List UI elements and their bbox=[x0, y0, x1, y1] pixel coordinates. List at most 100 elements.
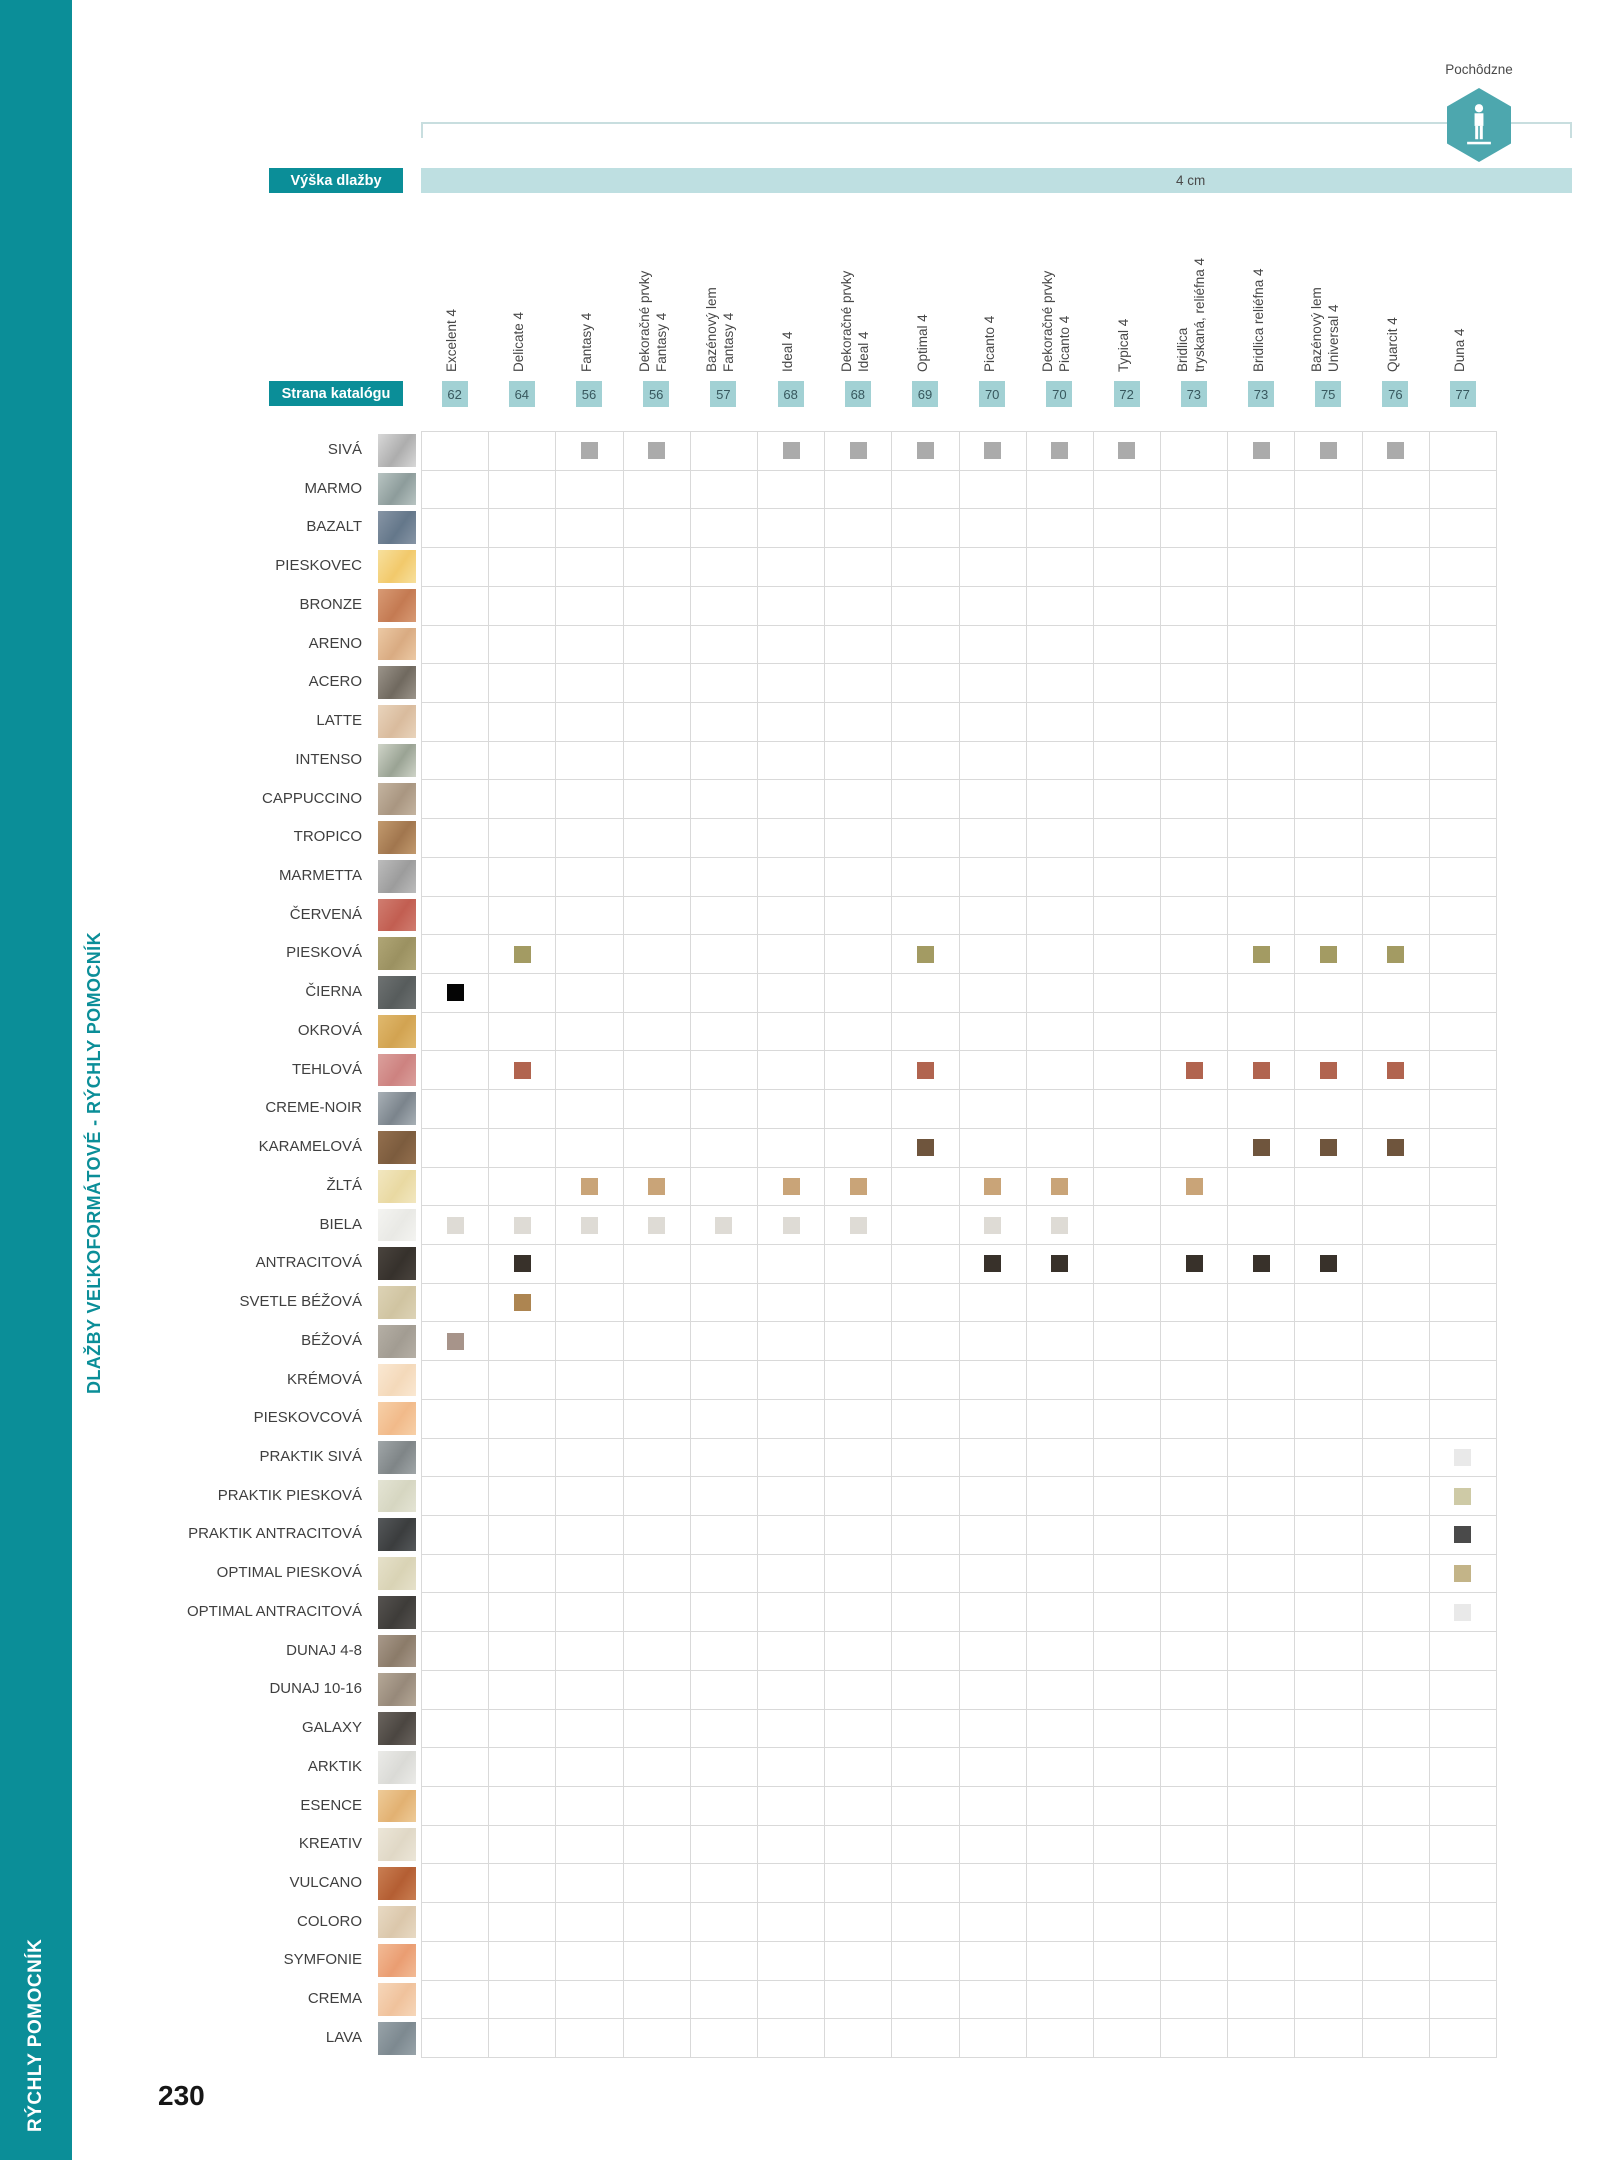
grid-cell bbox=[422, 548, 489, 586]
grid-cell bbox=[1429, 432, 1496, 470]
grid-cell bbox=[1429, 586, 1496, 625]
grid-cell bbox=[1228, 1787, 1295, 1825]
column-label: Ideal 4 bbox=[780, 331, 796, 372]
grid-cell bbox=[422, 1128, 489, 1167]
catalog-page-chip: 68 bbox=[844, 381, 871, 407]
grid-cell bbox=[892, 741, 959, 780]
grid-cell bbox=[825, 1632, 892, 1670]
row-label: KRÉMOVÁ bbox=[286, 1370, 362, 1388]
grid-cell bbox=[1429, 1903, 1496, 1941]
grid-cell bbox=[690, 2019, 757, 2057]
grid-cell bbox=[1026, 1593, 1093, 1632]
grid-cell bbox=[1362, 1709, 1429, 1748]
grid-cell bbox=[422, 1709, 489, 1748]
grid-cell bbox=[1295, 741, 1362, 780]
grid-cell bbox=[1429, 857, 1496, 896]
grid-cell bbox=[1161, 819, 1228, 857]
grid-cell bbox=[1026, 1709, 1093, 1748]
row-label: ANTRACITOVÁ bbox=[255, 1254, 362, 1272]
availability-marker bbox=[1185, 1255, 1203, 1273]
grid-cell bbox=[623, 1477, 690, 1515]
grid-cell bbox=[825, 703, 892, 741]
grid-cell bbox=[556, 1593, 623, 1632]
grid-cell bbox=[1161, 1283, 1228, 1322]
catalog-page-chip: 69 bbox=[912, 381, 938, 407]
grid-cell bbox=[1362, 2019, 1429, 2057]
grid-cell bbox=[757, 1245, 825, 1283]
grid-cell bbox=[1026, 1903, 1093, 1941]
grid-cell bbox=[422, 1167, 489, 1206]
grid-cell bbox=[1228, 1864, 1295, 1903]
grid-cell bbox=[1295, 1477, 1362, 1515]
grid-cell bbox=[422, 1632, 489, 1670]
grid-cell bbox=[1026, 703, 1093, 741]
grid-cell bbox=[959, 1941, 1026, 1980]
color-swatch bbox=[378, 1402, 416, 1435]
grid-cell bbox=[1362, 1051, 1429, 1090]
color-swatch bbox=[378, 1750, 416, 1784]
color-swatch bbox=[378, 1944, 416, 1978]
grid-cell bbox=[1093, 1090, 1161, 1128]
grid-cell bbox=[892, 1941, 959, 1980]
grid-cell bbox=[757, 548, 825, 586]
grid-cell bbox=[489, 1206, 556, 1244]
availability-marker bbox=[1454, 1448, 1472, 1466]
grid-cell bbox=[1429, 1980, 1496, 2019]
grid-cell bbox=[1228, 1825, 1295, 1864]
grid-cell bbox=[1026, 1206, 1093, 1244]
grid-cell bbox=[825, 2019, 892, 2057]
grid-cell bbox=[1362, 1206, 1429, 1244]
grid-cell bbox=[489, 432, 556, 470]
grid-cell bbox=[1295, 1787, 1362, 1825]
column-label: Duna 4 bbox=[1452, 328, 1468, 372]
grid-cell bbox=[1093, 935, 1161, 973]
color-swatch bbox=[378, 2021, 416, 2055]
grid-cell bbox=[1161, 470, 1228, 509]
grid-cell bbox=[489, 1903, 556, 1941]
grid-cell bbox=[757, 1322, 825, 1361]
row-label: PRAKTIK PIESKOVÁ bbox=[217, 1486, 362, 1504]
grid-cell bbox=[623, 896, 690, 935]
grid-cell bbox=[1362, 1012, 1429, 1051]
grid-cell bbox=[1228, 1051, 1295, 1090]
grid-cell bbox=[1362, 703, 1429, 741]
grid-cell bbox=[959, 1903, 1026, 1941]
availability-marker bbox=[1185, 1177, 1203, 1195]
grid-cell bbox=[422, 1670, 489, 1709]
grid-cell bbox=[1362, 1245, 1429, 1283]
grid-cell bbox=[1228, 1245, 1295, 1283]
grid-cell bbox=[892, 1090, 959, 1128]
grid-cell bbox=[892, 1516, 959, 1554]
grid-cell bbox=[1161, 1903, 1228, 1941]
grid-cell bbox=[690, 548, 757, 586]
color-swatch bbox=[378, 1247, 416, 1281]
grid-cell bbox=[892, 509, 959, 548]
grid-cell bbox=[825, 1438, 892, 1477]
color-swatch bbox=[378, 1789, 416, 1823]
grid-cell bbox=[959, 819, 1026, 857]
grid-cell bbox=[1429, 1593, 1496, 1632]
grid-cell bbox=[690, 1516, 757, 1554]
grid-cell bbox=[1026, 1516, 1093, 1554]
grid-cell bbox=[959, 1670, 1026, 1709]
color-swatch bbox=[378, 1053, 416, 1087]
grid-cell bbox=[1228, 1709, 1295, 1748]
grid-cell bbox=[1362, 819, 1429, 857]
grid-cell bbox=[556, 703, 623, 741]
grid-cell bbox=[690, 780, 757, 819]
grid-cell bbox=[959, 896, 1026, 935]
grid-cell bbox=[825, 548, 892, 586]
grid-cell bbox=[690, 1825, 757, 1864]
height-row-label: Výška dlažby bbox=[269, 168, 403, 193]
grid-cell bbox=[1026, 1787, 1093, 1825]
grid-cell bbox=[1093, 2019, 1161, 2057]
column-label: Bazénový lem Fantasy 4 bbox=[704, 287, 737, 372]
grid-cell bbox=[1228, 586, 1295, 625]
grid-cell bbox=[422, 1787, 489, 1825]
grid-cell bbox=[556, 741, 623, 780]
grid-cell bbox=[825, 1206, 892, 1244]
grid-cell bbox=[489, 2019, 556, 2057]
grid-cell bbox=[623, 1283, 690, 1322]
grid-cell bbox=[1429, 1632, 1496, 1670]
